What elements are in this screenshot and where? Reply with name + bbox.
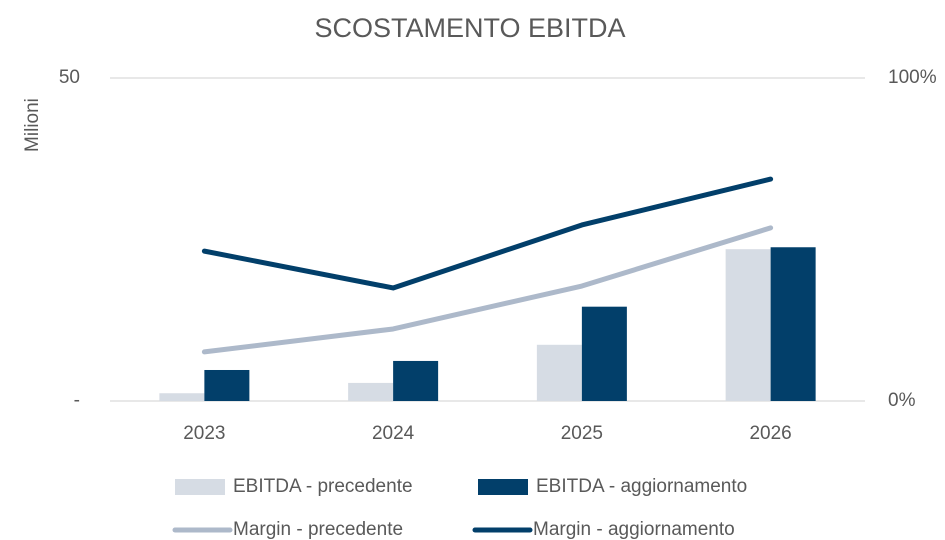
legend-label: Margin - aggiornamento xyxy=(533,519,735,540)
bar xyxy=(770,247,816,401)
bar xyxy=(725,249,771,401)
y-axis-label: Milioni xyxy=(22,98,43,152)
legend-swatch xyxy=(478,479,528,495)
bar xyxy=(159,393,205,401)
bar xyxy=(348,382,394,401)
y-tick-label: 50 xyxy=(59,67,80,88)
x-tick-label: 2025 xyxy=(561,423,603,444)
chart-title: SCOSTAMENTO EBITDA xyxy=(314,13,625,43)
legend-label: EBITDA - precedente xyxy=(233,476,413,497)
x-tick-label: 2023 xyxy=(183,423,225,444)
bar xyxy=(536,344,582,401)
legend-swatch xyxy=(175,479,225,495)
y2-tick-label: 0% xyxy=(888,390,916,411)
bar xyxy=(581,306,627,401)
legend-label: EBITDA - aggiornamento xyxy=(536,476,747,497)
line-series xyxy=(201,225,774,355)
x-tick-label: 2026 xyxy=(749,423,791,444)
bar xyxy=(393,360,439,401)
legend-label: Margin - precedente xyxy=(233,519,403,540)
y-tick-label: - xyxy=(74,390,80,411)
line-series xyxy=(201,176,774,291)
bar xyxy=(204,369,250,401)
y2-tick-label: 100% xyxy=(888,67,937,88)
x-tick-label: 2024 xyxy=(372,423,415,444)
